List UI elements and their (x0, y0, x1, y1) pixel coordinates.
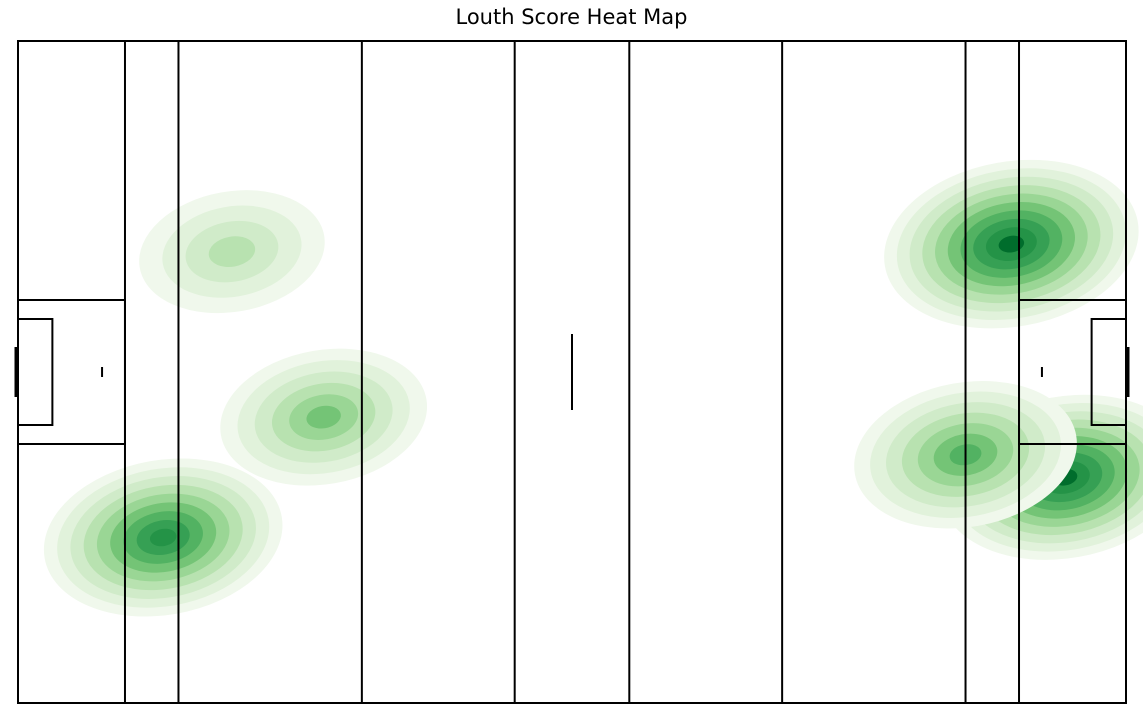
density-contour-4-5 (306, 405, 341, 429)
small-rectangle-right (1090, 318, 1127, 426)
density-layer (43, 159, 1143, 617)
chart-title: Louth Score Heat Map (455, 5, 688, 29)
small-rectangle-left (17, 318, 54, 426)
density-contour-0-9 (998, 235, 1025, 253)
density-contour-3-8 (149, 528, 177, 547)
large-rectangle-left (17, 299, 126, 445)
density-contour-5-3 (208, 236, 256, 267)
pitch-markings (14, 40, 1130, 704)
